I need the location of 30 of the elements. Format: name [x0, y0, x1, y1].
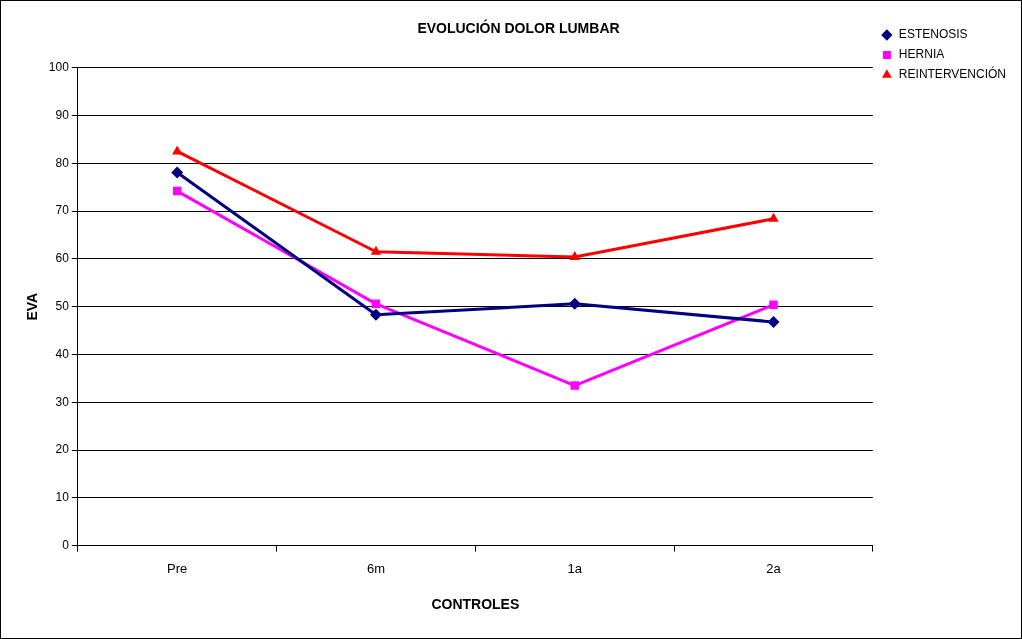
legend-label: HERNIA	[898, 47, 945, 62]
y-tick-label: 80	[55, 155, 70, 170]
legend-label: REINTERVENCIÓN	[898, 66, 1007, 82]
point	[569, 251, 580, 261]
y-axis-title: EVA	[24, 292, 41, 321]
point	[369, 308, 382, 321]
legend-label: ESTENOSIS	[898, 27, 968, 42]
y-tick-label: 100	[48, 60, 70, 75]
y-tick-label: 70	[55, 203, 70, 218]
y-tick-label: 50	[55, 299, 70, 314]
point	[768, 212, 779, 222]
y-tick-label: 30	[55, 394, 70, 409]
x-axis-title: CONTROLES	[431, 596, 520, 613]
point	[370, 245, 382, 255]
y-tick-label: 20	[55, 442, 70, 457]
y-tick-label: 60	[55, 251, 70, 266]
point	[171, 166, 184, 179]
x-tick-label: Pre	[167, 560, 188, 576]
y-tick-label: 90	[55, 107, 70, 122]
y-tick-label: 10	[55, 490, 70, 505]
x-tick-label: 2a	[766, 560, 782, 576]
point	[568, 297, 581, 310]
chart-title: EVOLUCIÓN DOLOR LUMBAR	[417, 19, 620, 37]
point	[767, 315, 780, 328]
x-tick-label: 6m	[366, 560, 385, 576]
y-tick-label: 40	[55, 346, 70, 361]
point	[769, 300, 778, 310]
x-tick-label: 1a	[567, 560, 583, 576]
point	[570, 381, 579, 390]
y-tick-label: 0	[62, 537, 70, 552]
